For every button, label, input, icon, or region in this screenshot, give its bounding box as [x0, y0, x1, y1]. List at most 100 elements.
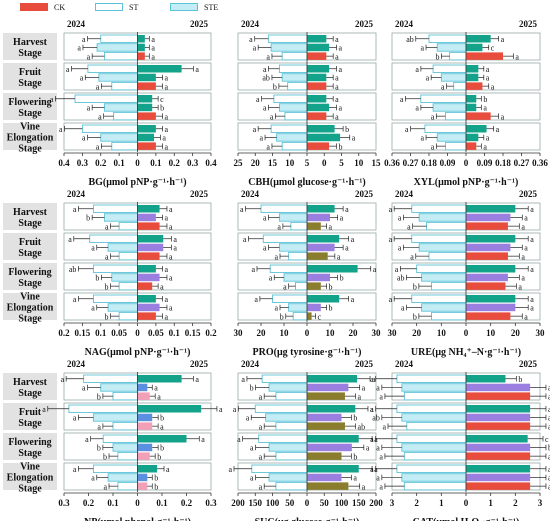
sig-letter-left: a — [259, 422, 263, 431]
bar-left — [270, 43, 308, 52]
bar-right — [466, 103, 477, 112]
stage-box — [3, 123, 57, 150]
sig-letter-right: a — [353, 474, 357, 483]
bar-left — [292, 311, 308, 321]
bar-right — [137, 222, 160, 230]
bar-right — [307, 222, 321, 230]
sig-letter-left: a — [382, 422, 386, 431]
sig-letter-right: a — [372, 375, 376, 384]
sig-letter-left: b — [86, 214, 90, 223]
year-right-label: 2025 — [355, 359, 374, 369]
legend-item-ste: STE — [170, 2, 218, 12]
sig-letter-left: a — [68, 235, 72, 244]
bar-right — [137, 295, 156, 303]
bar-right — [307, 282, 321, 290]
x-tick-label: 100 — [335, 498, 349, 508]
x-tick-label: 10 — [486, 328, 496, 338]
sig-letter-right: a — [530, 205, 534, 214]
x-tick-label: 0.09 — [477, 158, 493, 168]
sig-letter-right: a — [530, 295, 534, 304]
sig-letter-left: b — [273, 82, 277, 91]
sig-letter-right: a — [165, 295, 169, 304]
sig-letter-right: a — [160, 282, 164, 291]
sig-letter-left: a — [274, 252, 278, 261]
sig-letter-left: a — [431, 112, 435, 121]
stage-label: Stage — [18, 108, 42, 119]
sig-letter-right: a — [335, 95, 339, 104]
x-tick-label: 0.1 — [114, 158, 126, 168]
bar-left — [418, 243, 467, 252]
sig-letter-left: b — [413, 312, 417, 321]
bar-right — [307, 43, 330, 52]
sig-letter-right: a — [151, 52, 155, 61]
bar-right — [466, 435, 528, 443]
x-tick-label: 0.2 — [181, 498, 193, 508]
x-tick-label: 20 — [349, 328, 359, 338]
stage-label: Vine — [20, 462, 40, 473]
sig-letter-left: a — [59, 125, 63, 134]
sig-letter-left: a — [254, 295, 258, 304]
x-tick-label: 0.4 — [205, 158, 217, 168]
bar-right — [307, 52, 327, 60]
stage-label: Fruit — [19, 407, 42, 418]
x-tick-label: 150 — [352, 498, 366, 508]
bar-left — [267, 34, 308, 43]
bar-right — [307, 295, 340, 303]
bar-right — [466, 303, 516, 312]
bar-right — [466, 112, 491, 120]
sig-letter-right: b — [353, 414, 357, 423]
sig-letter-left: a — [379, 452, 383, 461]
sig-letter-left: a — [82, 35, 86, 44]
sig-letter-left: a — [263, 244, 267, 253]
bar-left — [111, 81, 138, 91]
x-tick-label: 0 — [135, 498, 140, 508]
bar-left — [275, 391, 308, 401]
bar-left — [68, 404, 138, 413]
sig-letter-left: a — [263, 65, 267, 74]
sig-letter-right: c — [491, 44, 495, 53]
bar-left — [261, 374, 308, 383]
bar-right — [307, 405, 356, 413]
x-tick-label: 2 — [513, 498, 518, 508]
sig-letter-right: a — [496, 125, 500, 134]
bar-left — [403, 481, 467, 491]
sig-letter-right: a — [219, 405, 223, 414]
x-tick-label: 1 — [488, 498, 493, 508]
sig-letter-left: a — [80, 74, 84, 83]
x-tick-label: 0.2 — [205, 328, 217, 338]
bar-left — [92, 204, 138, 213]
bar-right — [137, 125, 156, 133]
stage-label: Vine — [20, 122, 40, 133]
x-tick-label: 10 — [326, 328, 336, 338]
sig-letter-left: a — [96, 142, 100, 151]
bar-right — [137, 465, 158, 473]
x-axis-label: XYL(μmol pNP·g⁻¹·h⁻¹) — [414, 177, 519, 188]
sig-letter-right: a — [165, 265, 169, 274]
sig-letter-right: a — [165, 312, 169, 321]
bar-left — [103, 213, 138, 222]
sig-letter-right: a — [335, 35, 339, 44]
bar-right — [137, 422, 153, 430]
sig-letter-right: b — [483, 95, 487, 104]
bar-left — [290, 221, 308, 231]
bar-right — [466, 312, 511, 320]
sig-letter-right: a — [338, 104, 342, 113]
x-axis-label: URE(μg NH₄⁺–N·g⁻¹·h⁻¹) — [411, 347, 521, 358]
sig-letter-right: a — [335, 112, 339, 121]
sig-letter-right: a — [548, 465, 550, 474]
bar-left — [288, 251, 308, 261]
bar-right — [307, 435, 359, 443]
bar-left — [396, 434, 467, 443]
bar-right — [466, 142, 477, 150]
sig-letter-right: a — [169, 222, 173, 231]
sig-letter-right: a — [483, 142, 487, 151]
stage-box — [3, 433, 57, 460]
sig-letter-left: b — [97, 392, 101, 401]
sig-letter-right: a — [483, 104, 487, 113]
x-tick-label: 5 — [339, 158, 344, 168]
year-right-label: 2025 — [519, 19, 538, 29]
bar-right — [466, 452, 531, 460]
sig-letter-right: a — [160, 422, 164, 431]
bar-right — [137, 43, 145, 52]
legend-item-ck: CK — [20, 2, 65, 12]
